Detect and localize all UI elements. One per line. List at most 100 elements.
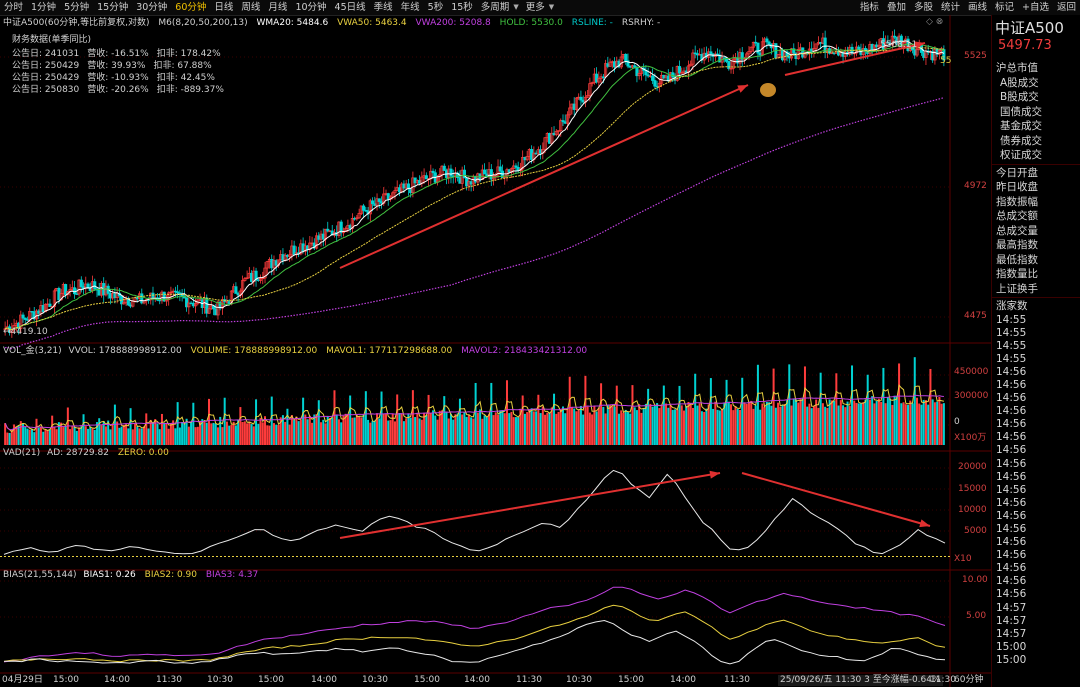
sidebar-item[interactable]: 昨日收盘 [996, 181, 1038, 193]
tab-timeframe[interactable]: 60分钟 [175, 2, 207, 13]
candle-body [52, 290, 56, 307]
main-title: 中证A500(60分钟,等比前复权,对数) M6(8,20,50,200,13)… [3, 18, 660, 29]
tab-timeframe[interactable]: 5分钟 [64, 2, 90, 13]
tab-timeframe[interactable]: 日线 [214, 2, 234, 13]
tick-time: 14:56 [996, 483, 1027, 496]
sidebar-item[interactable]: 权证成交 [1000, 149, 1042, 161]
chevron-down-icon[interactable]: ▼ [548, 3, 555, 11]
volume-bar [503, 413, 506, 445]
sidebar-item[interactable]: 沪总市值 [996, 62, 1038, 74]
candle-body [167, 292, 171, 300]
volume-bar [770, 405, 773, 445]
volume-bar [373, 420, 376, 445]
sidebar-item[interactable]: 最高指数 [996, 239, 1038, 251]
volume-bar [154, 419, 157, 445]
sidebar-item[interactable]: 涨家数 [996, 300, 1028, 312]
x-tick-label: 14:00 [104, 675, 130, 685]
volume-bar [369, 422, 372, 445]
sidebar-item[interactable]: 总成交额 [996, 210, 1038, 222]
tab-timeframe[interactable]: 30分钟 [136, 2, 168, 13]
candle-body [595, 73, 599, 83]
sidebar-item[interactable]: 债券成交 [1000, 134, 1042, 147]
chevron-down-icon[interactable]: ▼ [513, 3, 519, 11]
candle-body [803, 52, 807, 58]
candle-body [776, 54, 780, 59]
candle-body [675, 66, 679, 81]
candle-body [597, 78, 601, 83]
sidebar-item[interactable]: 国债成交 [1000, 105, 1042, 118]
tab-timeframe[interactable]: 5秒 [427, 2, 444, 13]
volume-bar [577, 409, 580, 445]
volume-bar [22, 423, 25, 445]
tab-timeframe[interactable]: 10分钟 [295, 2, 327, 13]
sidebar-item[interactable]: 指数振幅 [996, 195, 1038, 208]
volume-bar [530, 408, 533, 445]
toolbar-button[interactable]: +自选 [1022, 2, 1049, 13]
candle-body [767, 41, 771, 45]
volume-bar [821, 403, 824, 445]
volume-bar [208, 398, 211, 445]
sidebar-item[interactable]: 上证换手 [996, 282, 1038, 295]
tab-timeframe[interactable]: 年线 [400, 2, 420, 13]
tab-timeframe[interactable]: 季线 [373, 2, 393, 13]
volume-bar [295, 416, 298, 445]
divider [992, 297, 1080, 298]
volume-bar [353, 417, 356, 445]
volume-bar [626, 412, 629, 445]
toolbar-button[interactable]: 叠加 [886, 2, 906, 13]
candle-body [243, 278, 247, 281]
toolbar-button[interactable]: 多股 [913, 2, 933, 13]
volume-bar [602, 406, 605, 445]
tick-time: 14:55 [996, 326, 1027, 339]
candle-body [633, 65, 637, 68]
volume-bar [676, 409, 679, 445]
sidebar-item[interactable]: 今日开盘 [996, 166, 1038, 179]
tab-timeframe[interactable]: 月线 [268, 2, 288, 13]
tab-timeframe[interactable]: 更多 [525, 2, 545, 13]
tick-time: 14:56 [996, 536, 1027, 549]
toolbar-button[interactable]: 画线 [967, 2, 987, 13]
tab-timeframe[interactable]: 15分钟 [97, 2, 129, 13]
volume-bar [427, 394, 430, 445]
settings-icon[interactable]: ◇ ⊗ [926, 17, 944, 27]
tab-timeframe[interactable]: 多周期 [480, 2, 510, 13]
volume-bar [629, 413, 632, 445]
sidebar-item[interactable]: A股成交 [1000, 76, 1039, 89]
volume-bar [250, 424, 253, 445]
toolbar-button[interactable]: 返回 [1056, 2, 1076, 13]
tick-time: 14:56 [996, 392, 1027, 405]
sidebar-item[interactable]: 总成交量 [996, 224, 1038, 237]
volume-bar [915, 397, 918, 445]
volume-bar [257, 423, 260, 445]
x-tick-label: 15:00 [618, 675, 644, 685]
candle-body [424, 175, 428, 180]
volume-bar [382, 413, 385, 445]
volume-bar [620, 410, 623, 445]
sidebar-item[interactable]: 指数量比 [996, 268, 1038, 280]
tick-time: 14:55 [996, 339, 1027, 352]
tab-timeframe[interactable]: 15秒 [451, 2, 473, 13]
tab-timeframe[interactable]: 分时 [4, 2, 24, 13]
toolbar-button[interactable]: 统计 [940, 2, 960, 13]
sidebar-item[interactable]: 基金成交 [1000, 120, 1042, 132]
tab-timeframe[interactable]: 45日线 [334, 2, 366, 13]
candle-body [561, 120, 565, 123]
volume-bar [136, 426, 139, 445]
toolbar-button[interactable]: 标记 [995, 2, 1015, 13]
volume-bar [57, 422, 60, 445]
tab-timeframe[interactable]: 1分钟 [31, 2, 57, 13]
sidebar-item[interactable]: 最低指数 [996, 253, 1038, 266]
volume-bar [788, 364, 791, 445]
volume-bar [884, 403, 887, 445]
volume-bar [44, 429, 47, 445]
toolbar-button[interactable]: 指标 [859, 2, 879, 13]
volume-bar [304, 414, 307, 445]
sidebar-item[interactable]: B股成交 [1000, 91, 1039, 103]
security-name: 中证A500(60分钟,等比前复权,对数) [3, 18, 150, 28]
trend-arrow [784, 42, 926, 76]
volume-bar [125, 424, 128, 445]
volume-bar [801, 398, 804, 445]
volume-bar [268, 425, 271, 445]
tab-timeframe[interactable]: 周线 [241, 2, 261, 13]
chart-area[interactable] [0, 15, 991, 687]
